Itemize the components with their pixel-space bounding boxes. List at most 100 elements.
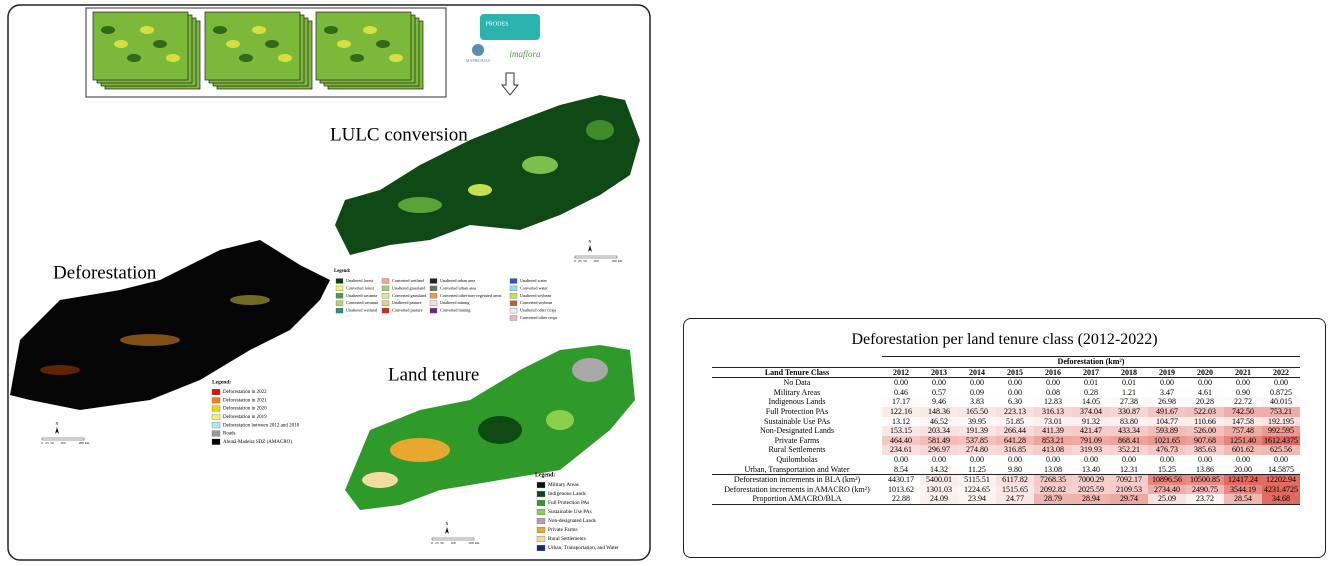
map-patch [546,410,574,430]
table-cell: 13.40 [1072,464,1110,475]
row-label: Sustainable Use PAs [764,416,830,426]
map-patch [390,438,450,462]
table-cell: 40.015 [1262,397,1300,407]
thumbnail-patch [140,26,154,34]
legend-swatch [536,491,546,497]
legend-title: Legend: [212,379,231,385]
legend-label: Unaltered savanna [346,293,377,298]
table-cell: 411.39 [1034,426,1072,436]
map-patch [586,120,614,140]
legend-label: Indigenous Lands [548,491,586,497]
table-cell: 4430.17 [882,474,920,485]
legend-swatch [429,307,438,314]
table-cell: 234.61 [882,445,920,455]
table-cell: 319.93 [1072,445,1110,455]
table-cell: 51.85 [996,416,1034,427]
table-cell: 352.21 [1110,445,1148,455]
column-header: Land Tenure Class [764,367,830,377]
table-row: Indigenous Lands 17.17 9.46 3.83 6.30 12.83 14… [712,397,1300,407]
column-header: 2017 [1083,367,1099,377]
legend-label: Deforestation between 2012 and 2018 [223,423,300,428]
table-cell: 23.94 [958,494,996,505]
legend-label: Converted savanna [346,300,378,305]
table-cell: 28.54 [1224,494,1262,505]
deforestation-patches [40,295,270,375]
table-cell: 0.46 [882,387,920,398]
table-cell: 5400.01 [920,474,958,485]
column-header: 2015 [1007,367,1023,377]
table-cell: 104.77 [1148,416,1186,427]
table-cell: 433.34 [1110,426,1148,436]
scale-label: 50 [583,259,587,263]
table-cell: 4231.4725 [1262,484,1300,495]
map-patch [120,334,180,346]
legend-swatch [509,278,518,284]
table-cell: 0.00 [920,377,958,388]
legend-swatch [335,307,344,314]
scale-label: 100 [450,541,456,545]
map-title: Land tenure [388,364,479,385]
table-cell: 0.00 [996,387,1034,398]
table-cell: 0.00 [996,377,1034,388]
map-patch [572,358,608,382]
legend-label: Unaltered other crops [520,308,557,313]
legend-swatch [509,285,518,292]
lulc-patches [398,120,614,213]
table-cell: 7000.29 [1072,474,1110,485]
legend-label: Converted grassland [392,293,427,298]
table-cell: 13.86 [1186,464,1224,475]
table-cell: 476.73 [1148,445,1186,455]
legend-label: Non-designated Lands [548,518,596,524]
legend-swatch [381,278,390,284]
table-cell: 9.80 [996,464,1034,475]
table-cell: 0.00 [882,377,920,388]
legend-label: Military Areas [548,482,579,488]
scale-label: 25 [435,541,439,545]
legend-label: Unaltered wetland [346,308,378,313]
table-cell: 11.25 [958,464,996,475]
table-cell: 601.62 [1224,445,1262,455]
table-cell: 0.28 [1072,387,1110,398]
column-header: 2022 [1273,367,1289,377]
table-cell: 1224.65 [958,484,996,495]
table-cell: 73.01 [1034,416,1072,427]
legend-swatch [509,300,518,306]
legend-label: Sustainable Use PAs [548,509,592,515]
header-row: Land Tenure Class 2012 2013 2014 2015 2016 201… [712,367,1300,378]
table-cell: 0.00 [1110,454,1148,465]
row-label: Private Farms [774,435,820,445]
thumbnail-patch [278,54,292,62]
table-cell: 34.68 [1262,494,1300,505]
table-cell: 757.48 [1224,426,1262,436]
logo-prodes-bg [480,14,540,40]
legend-label: Rural Settlements [548,536,586,542]
table-cell: 266.44 [996,426,1034,436]
legend-label: Abunã-Madeira SDZ (AMACRO) [223,440,292,445]
table-cell: 8.54 [882,464,920,475]
table-cell: 274.80 [958,445,996,455]
table-cell: 316.85 [996,445,1034,455]
legend-swatch [536,527,546,533]
table-cell: 10500.85 [1186,474,1224,485]
table-row: Deforestation increments in BLA (km²) 443… [712,474,1300,485]
table-cell: 12.31 [1110,464,1148,475]
row-label: Urban, Transportation and Water [744,464,850,474]
logo-mapbiomas-icon [472,44,484,56]
table-cell: 122.16 [882,406,920,417]
table-cell: 316.13 [1034,406,1072,417]
table-cell: 385.63 [1186,445,1224,455]
scale-label: 0 [574,259,576,263]
table-cell: 0.00 [1072,454,1110,465]
thumbnails [92,11,424,90]
column-header: 2018 [1121,367,1137,377]
legend-label: Converted wetland [392,278,425,283]
legend-swatch [381,293,390,299]
logo-mapbiomas: MAPBIOMAS [466,58,490,63]
table-cell: 15.25 [1148,464,1186,475]
table-cell: 0.00 [1148,454,1186,465]
table-cell: 0.00 [920,454,958,465]
column-header: 2019 [1159,367,1175,377]
table-cell: 2734.40 [1148,484,1186,495]
legend-swatch [536,500,546,506]
table-cell: 192.195 [1262,416,1300,427]
